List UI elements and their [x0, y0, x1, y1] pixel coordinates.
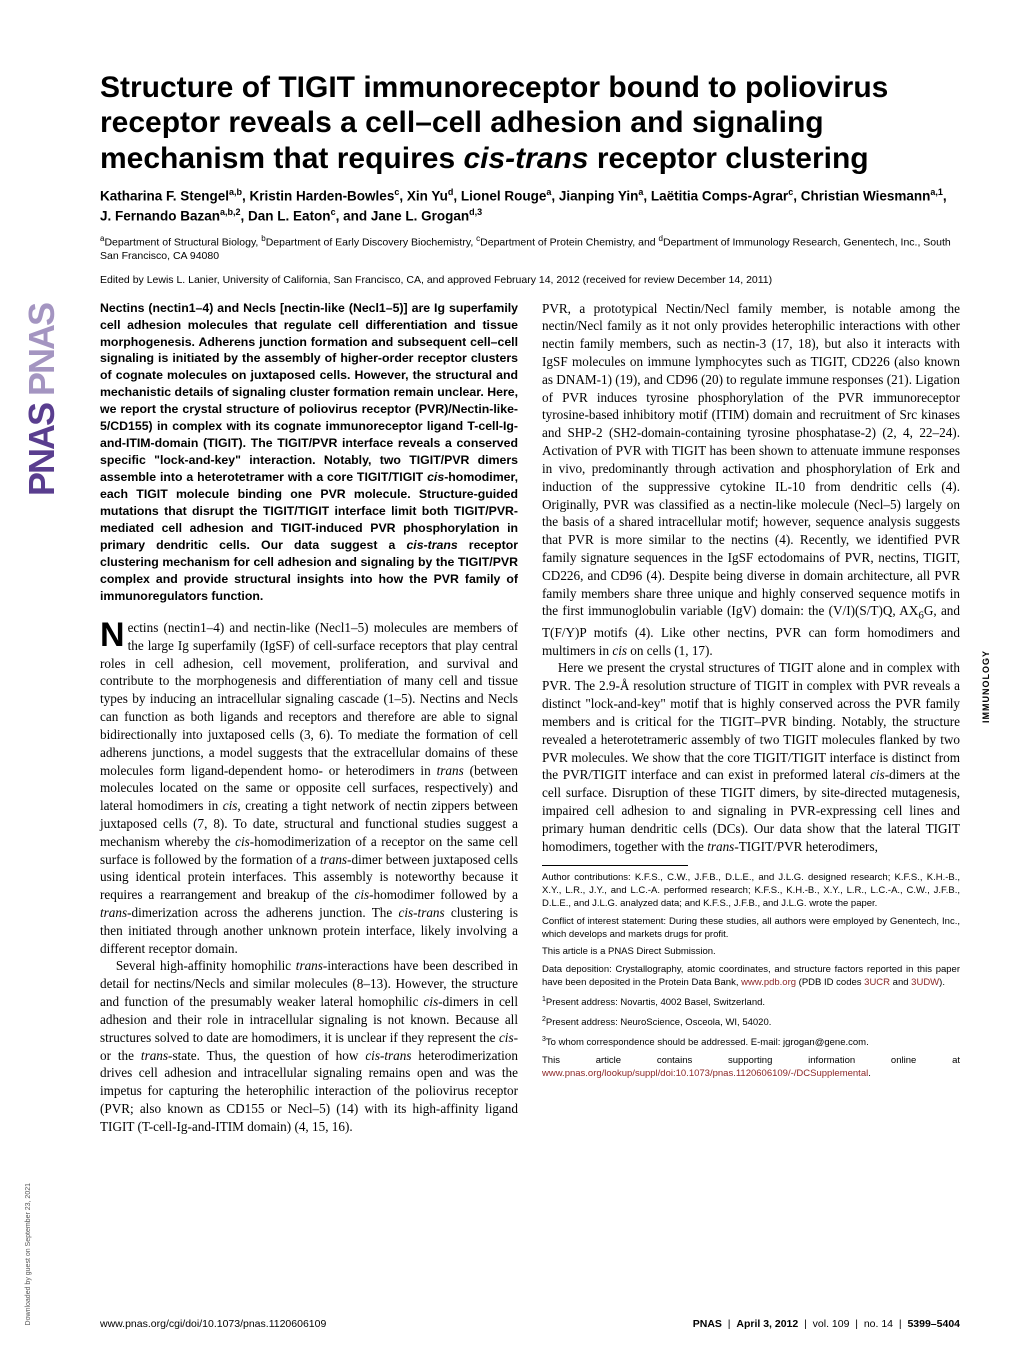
- logo-text-1: PNAS: [21, 404, 62, 496]
- edited-by: Edited by Lewis L. Lanier, University of…: [100, 273, 960, 287]
- column-right: PVR, a prototypical Nectin/Necl family m…: [542, 300, 960, 1136]
- correspondence: 3To whom correspondence should be addres…: [542, 1035, 960, 1050]
- abstract: Nectins (nectin1–4) and Necls [nectin-li…: [100, 300, 518, 605]
- title-post: receptor clustering: [589, 142, 869, 175]
- logo-text-2: PNAS: [21, 304, 62, 396]
- conflict-statement: Conflict of interest statement: During t…: [542, 916, 960, 942]
- download-note: Downloaded by guest on September 23, 202…: [24, 1183, 33, 1325]
- two-column-body: Nectins (nectin1–4) and Necls [nectin-li…: [100, 300, 960, 1136]
- present-address-1: 1Present address: Novartis, 4002 Basel, …: [542, 995, 960, 1010]
- direct-submission: This article is a PNAS Direct Submission…: [542, 946, 960, 959]
- pdb-code-1[interactable]: 3UCR: [864, 977, 890, 988]
- data-deposition: Data deposition: Crystallography, atomic…: [542, 964, 960, 990]
- column-left: Nectins (nectin1–4) and Necls [nectin-li…: [100, 300, 518, 1136]
- author-contributions: Author contributions: K.F.S., C.W., J.F.…: [542, 872, 960, 910]
- supporting-link[interactable]: www.pnas.org/lookup/suppl/doi:10.1073/pn…: [542, 1068, 868, 1079]
- affiliations: aDepartment of Structural Biology, bDepa…: [100, 234, 960, 264]
- footnotes: Author contributions: K.F.S., C.W., J.F.…: [542, 872, 960, 1080]
- footnote-separator: [542, 865, 688, 866]
- pnas-side-logo: PNAS PNAS: [18, 90, 60, 710]
- pdb-link[interactable]: www.pdb.org: [741, 977, 796, 988]
- supporting-info: This article contains supporting informa…: [542, 1055, 960, 1081]
- body-right: PVR, a prototypical Nectin/Necl family m…: [542, 300, 960, 856]
- body-left: Nectins (nectin1–4) and nectin-like (Nec…: [100, 619, 518, 1136]
- footer-bar: www.pnas.org/cgi/doi/10.1073/pnas.112060…: [100, 1317, 960, 1331]
- article-title: Structure of TIGIT immunoreceptor bound …: [100, 70, 960, 176]
- section-tab: IMMUNOLOGY: [980, 650, 992, 723]
- footer-citation: PNAS | April 3, 2012 | vol. 109 | no. 14…: [693, 1317, 960, 1331]
- footer-doi: www.pnas.org/cgi/doi/10.1073/pnas.112060…: [100, 1317, 326, 1331]
- authors: Katharina F. Stengela,b, Kristin Harden-…: [100, 186, 960, 225]
- title-ital: cis-trans: [463, 142, 588, 175]
- present-address-2: 2Present address: NeuroScience, Osceola,…: [542, 1015, 960, 1030]
- paper-page: PNAS PNAS IMMUNOLOGY Structure of TIGIT …: [0, 0, 1020, 1365]
- pdb-code-2[interactable]: 3UDW: [911, 977, 939, 988]
